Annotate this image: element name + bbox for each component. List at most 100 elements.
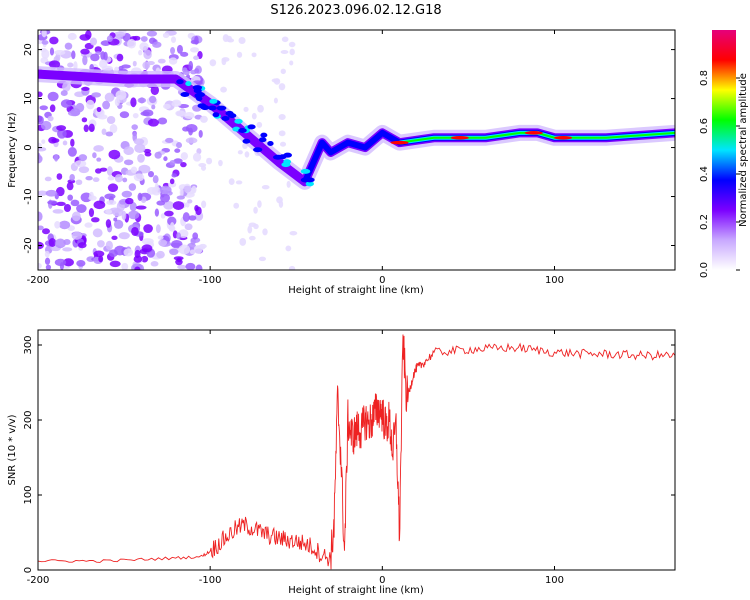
- noise-blob: [236, 51, 243, 58]
- noise-blob: [198, 243, 207, 249]
- noise-blob: [67, 62, 74, 68]
- ridge-blob: [176, 79, 184, 85]
- noise-blob: [54, 50, 66, 56]
- ridge-blob: [216, 105, 227, 111]
- noise-blob: [141, 255, 149, 263]
- noise-blob: [170, 47, 176, 55]
- noise-blob: [163, 201, 175, 210]
- noise-blob: [121, 210, 127, 221]
- noise-blob: [121, 190, 133, 198]
- noise-blob: [121, 64, 131, 69]
- snr-marks: [38, 334, 675, 570]
- noise-blob: [106, 199, 117, 206]
- ridge-blob: [197, 103, 207, 109]
- y-tick-label: 100: [23, 485, 34, 504]
- noise-blob: [40, 120, 52, 131]
- ridge-blob: [225, 110, 234, 116]
- y-tick-label: 10: [23, 92, 34, 105]
- noise-blob: [235, 180, 243, 185]
- noise-blob: [193, 55, 200, 61]
- noise-blob: [135, 205, 147, 210]
- noise-blob: [38, 142, 42, 148]
- noise-blob: [106, 166, 113, 176]
- noise-blob: [280, 49, 289, 55]
- ridge-blob: [234, 118, 243, 124]
- noise-blob: [51, 138, 60, 143]
- noise-blob: [81, 117, 88, 123]
- noise-blob: [218, 159, 223, 167]
- y-tick-label: -10: [23, 188, 34, 204]
- noise-blob: [44, 176, 52, 182]
- noise-blob: [147, 170, 155, 178]
- noise-blob: [113, 217, 118, 222]
- noise-blob: [41, 139, 46, 144]
- x-tick-label: -100: [199, 275, 222, 286]
- noise-blob: [63, 258, 74, 267]
- y-tick-label: 300: [23, 335, 34, 354]
- noise-blob: [173, 158, 183, 164]
- noise-blob: [278, 200, 284, 208]
- noise-blob: [58, 220, 71, 230]
- noise-blob: [67, 32, 77, 41]
- noise-blob: [194, 205, 199, 212]
- noise-blob: [140, 111, 150, 116]
- noise-blob: [278, 83, 286, 91]
- noise-blob: [107, 183, 119, 192]
- noise-blob: [160, 193, 171, 203]
- noise-blob: [93, 145, 104, 152]
- noise-blob: [130, 97, 137, 108]
- ridge-blob: [272, 154, 283, 160]
- noise-blob: [95, 168, 102, 174]
- noise-blob: [57, 128, 67, 139]
- noise-blob: [157, 58, 166, 64]
- noise-blob: [70, 138, 75, 147]
- noise-blob: [258, 256, 267, 262]
- noise-blob: [288, 41, 296, 48]
- noise-blob: [113, 31, 126, 38]
- noise-blob: [178, 229, 189, 238]
- noise-blob: [48, 60, 61, 69]
- noise-blob: [209, 59, 217, 67]
- noise-blob: [192, 232, 199, 240]
- noise-blob: [118, 232, 130, 240]
- noise-blob: [144, 151, 152, 157]
- noise-blob: [113, 219, 124, 229]
- noise-blob: [89, 37, 98, 46]
- noise-blob: [188, 127, 193, 136]
- ridge-blob: [305, 181, 314, 187]
- noise-blob: [90, 53, 100, 62]
- noise-blob: [71, 231, 83, 240]
- noise-blob: [83, 124, 89, 133]
- noise-blob: [152, 175, 159, 184]
- noise-blob: [178, 244, 191, 255]
- noise-blob: [121, 262, 129, 270]
- spectrogram-y-ticks: -20 -10 0 10 20: [23, 43, 675, 254]
- noise-blob: [76, 204, 87, 213]
- noise-blob: [70, 199, 80, 207]
- noise-blob: [251, 112, 257, 120]
- noise-blob: [171, 173, 177, 178]
- ridge-blob: [253, 147, 263, 153]
- noise-blob: [158, 239, 168, 247]
- ridge-blob: [267, 140, 274, 146]
- colorbar-label: Normalized spectral amplitude: [738, 73, 749, 227]
- noise-blob: [183, 185, 192, 193]
- noise-blob: [38, 190, 48, 196]
- noise-blob: [45, 189, 58, 197]
- noise-blob: [228, 178, 235, 186]
- noise-blob: [200, 165, 207, 171]
- noise-blob: [137, 192, 143, 201]
- noise-blob: [94, 46, 102, 53]
- noise-blob: [279, 141, 287, 147]
- noise-blob: [47, 200, 58, 205]
- colorbar: 0.0 0.2 0.4 0.6 0.8 Normalized spectral ampl…: [699, 30, 749, 278]
- ridge-blob: [304, 177, 315, 183]
- noise-blob: [176, 195, 185, 200]
- noise-blob: [152, 41, 162, 48]
- noise-blob: [198, 129, 203, 138]
- noise-blob: [127, 39, 137, 49]
- noise-blob: [123, 146, 134, 156]
- noise-blob: [200, 115, 208, 123]
- noise-blob: [187, 199, 193, 204]
- noise-blob: [195, 65, 202, 74]
